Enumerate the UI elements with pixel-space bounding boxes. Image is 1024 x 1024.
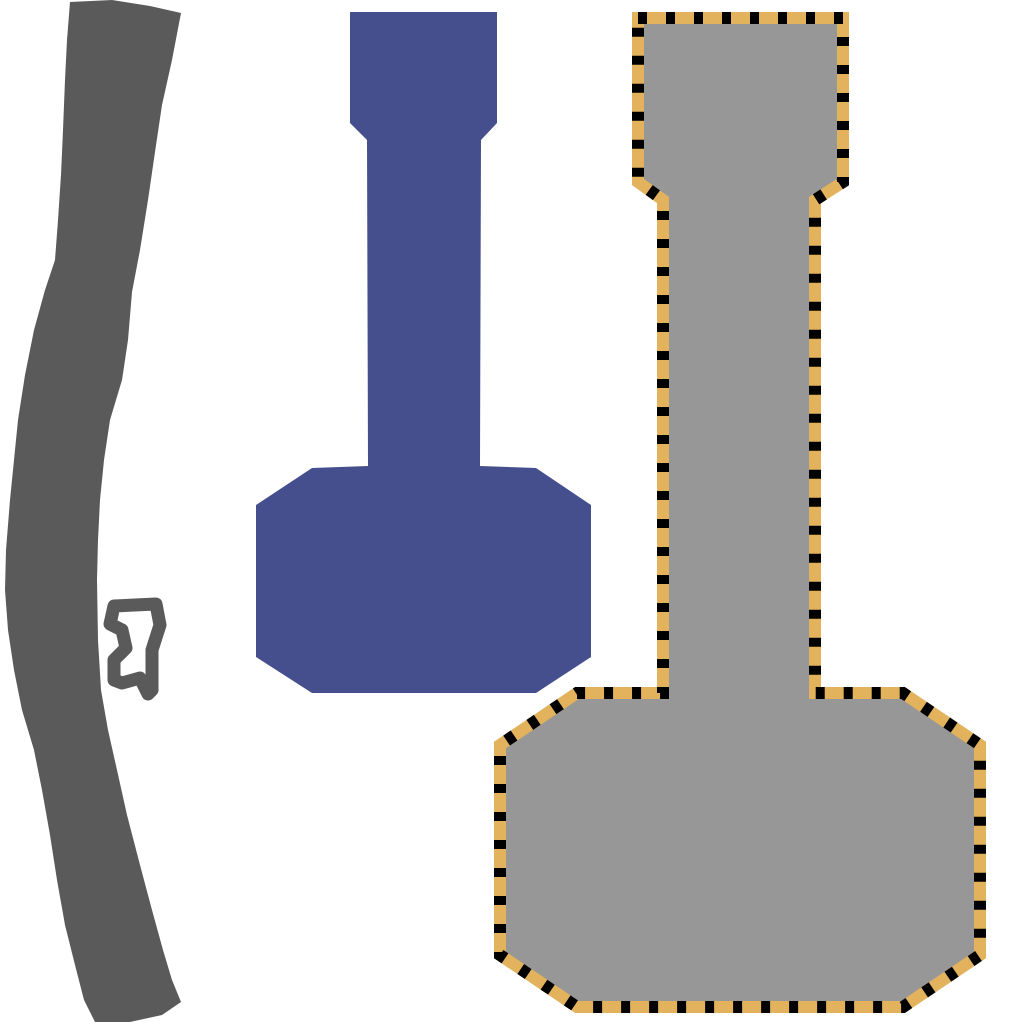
striped-stick-shape	[494, 12, 986, 1013]
dark-strip	[5, 0, 181, 1022]
hand-drawn-loop-icon	[103, 597, 167, 701]
striped-stick-dashes	[494, 12, 986, 1013]
blue-stick-shape	[256, 12, 591, 693]
